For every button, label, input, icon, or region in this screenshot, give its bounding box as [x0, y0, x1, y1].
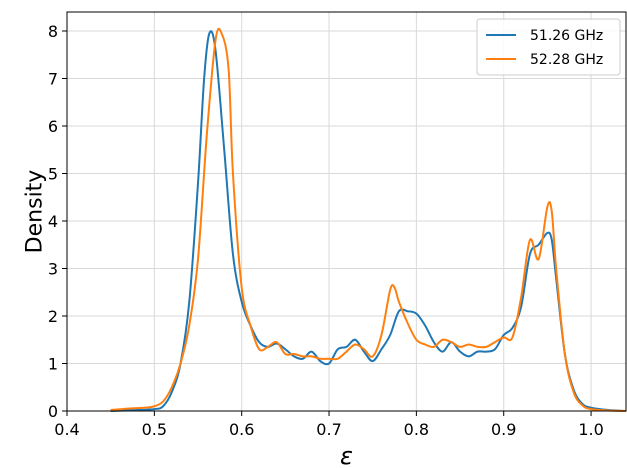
- axis-ticks: 0.4 0.5 0.6 0.7 0.8 0.9 1.0 0 1 2 3 4 5 6 7 8: [48, 22, 604, 439]
- x-tick-label: 1.0: [578, 420, 603, 439]
- x-tick-label: 0.8: [404, 420, 429, 439]
- y-tick-label: 5: [48, 165, 58, 184]
- y-tick-label: 2: [48, 307, 58, 326]
- x-tick-label: 0.4: [54, 420, 79, 439]
- y-axis-label: Density: [23, 170, 48, 254]
- y-tick-label: 4: [48, 212, 58, 231]
- plot-frame: [66, 11, 627, 412]
- legend: 51.26 GHz 52.28 GHz: [476, 18, 621, 76]
- x-tick-label: 0.9: [491, 420, 516, 439]
- y-tick-label: 6: [48, 117, 58, 136]
- y-tick-label: 0: [48, 402, 58, 421]
- legend-label-1: 51.26 GHz: [530, 28, 603, 44]
- y-tick-label: 3: [48, 260, 58, 279]
- series-line-2: [110, 27, 627, 412]
- series-line-1: [110, 30, 627, 412]
- x-tick-label: 0.5: [142, 420, 167, 439]
- x-axis-label: ε: [340, 442, 353, 468]
- x-tick-label: 0.7: [316, 420, 341, 439]
- x-tick-label: 0.6: [229, 420, 254, 439]
- series-lines: [110, 27, 627, 412]
- y-tick-label: 8: [48, 22, 58, 41]
- legend-box: [476, 18, 621, 76]
- grid-lines: [66, 12, 626, 412]
- legend-label-2: 52.28 GHz: [530, 52, 603, 68]
- y-tick-label: 7: [48, 70, 58, 89]
- y-tick-label: 1: [48, 355, 58, 374]
